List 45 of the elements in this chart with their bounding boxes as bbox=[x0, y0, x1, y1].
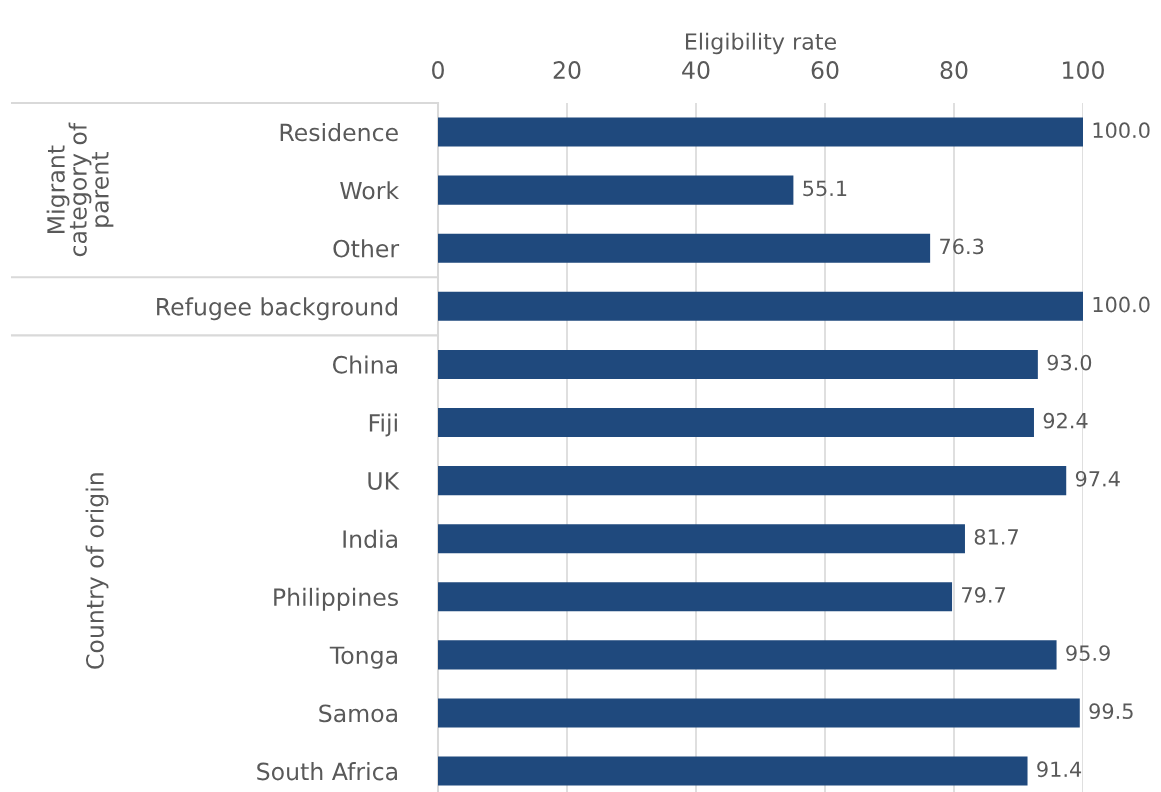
x-tick-label: 100 bbox=[1063, 61, 1104, 79]
bar bbox=[438, 756, 1028, 786]
data-label: 100.0 bbox=[1093, 122, 1150, 139]
bar bbox=[438, 233, 931, 263]
x-tick-label: 60 bbox=[811, 61, 839, 79]
y-tick-label: China bbox=[332, 355, 397, 374]
data-label: 55.1 bbox=[803, 180, 847, 197]
y-tick-label: Samoa bbox=[319, 704, 397, 723]
bar bbox=[438, 408, 1034, 438]
x-tick-label: 80 bbox=[940, 61, 968, 79]
bar bbox=[438, 640, 1057, 670]
y-tick-label: South Africa bbox=[257, 762, 397, 781]
data-label: 100.0 bbox=[1093, 296, 1150, 313]
y-tick-label: Refugee background bbox=[157, 297, 397, 321]
data-label: 99.5 bbox=[1089, 703, 1133, 720]
bar bbox=[438, 524, 965, 554]
text: Migrant category of parent bbox=[46, 122, 114, 257]
data-label: 91.4 bbox=[1037, 761, 1082, 778]
y-tick-label: Other bbox=[333, 239, 400, 258]
bar bbox=[438, 175, 794, 205]
data-label: 81.7 bbox=[974, 528, 1018, 545]
y-tick-label: Tonga bbox=[329, 646, 397, 669]
text: Country of origin bbox=[85, 473, 109, 669]
bar bbox=[438, 466, 1067, 496]
x-tick-label: 0 bbox=[432, 61, 444, 79]
y-tick-label: India bbox=[343, 529, 397, 549]
bar bbox=[438, 291, 1083, 321]
y-tick-label: Fiji bbox=[369, 413, 397, 437]
x-axis-title: Eligibility rate bbox=[686, 32, 836, 55]
x-tick-label: 20 bbox=[553, 61, 581, 79]
y-tick-label: UK bbox=[368, 472, 400, 490]
bar bbox=[438, 117, 1083, 147]
bar bbox=[438, 582, 953, 612]
data-label: 95.9 bbox=[1066, 645, 1110, 661]
bar bbox=[438, 698, 1080, 728]
bar bbox=[438, 349, 1038, 379]
data-label: 92.4 bbox=[1043, 412, 1088, 429]
data-label: 97.4 bbox=[1075, 470, 1120, 487]
data-label: 76.3 bbox=[940, 238, 984, 255]
data-label: 93.0 bbox=[1047, 354, 1092, 371]
x-tick-label: 40 bbox=[682, 61, 710, 79]
y-tick-label: Philippines bbox=[274, 587, 398, 611]
y-tick-label: Work bbox=[340, 181, 400, 200]
data-label: 79.7 bbox=[962, 587, 1005, 603]
y-tick-label: Residence bbox=[280, 123, 398, 142]
